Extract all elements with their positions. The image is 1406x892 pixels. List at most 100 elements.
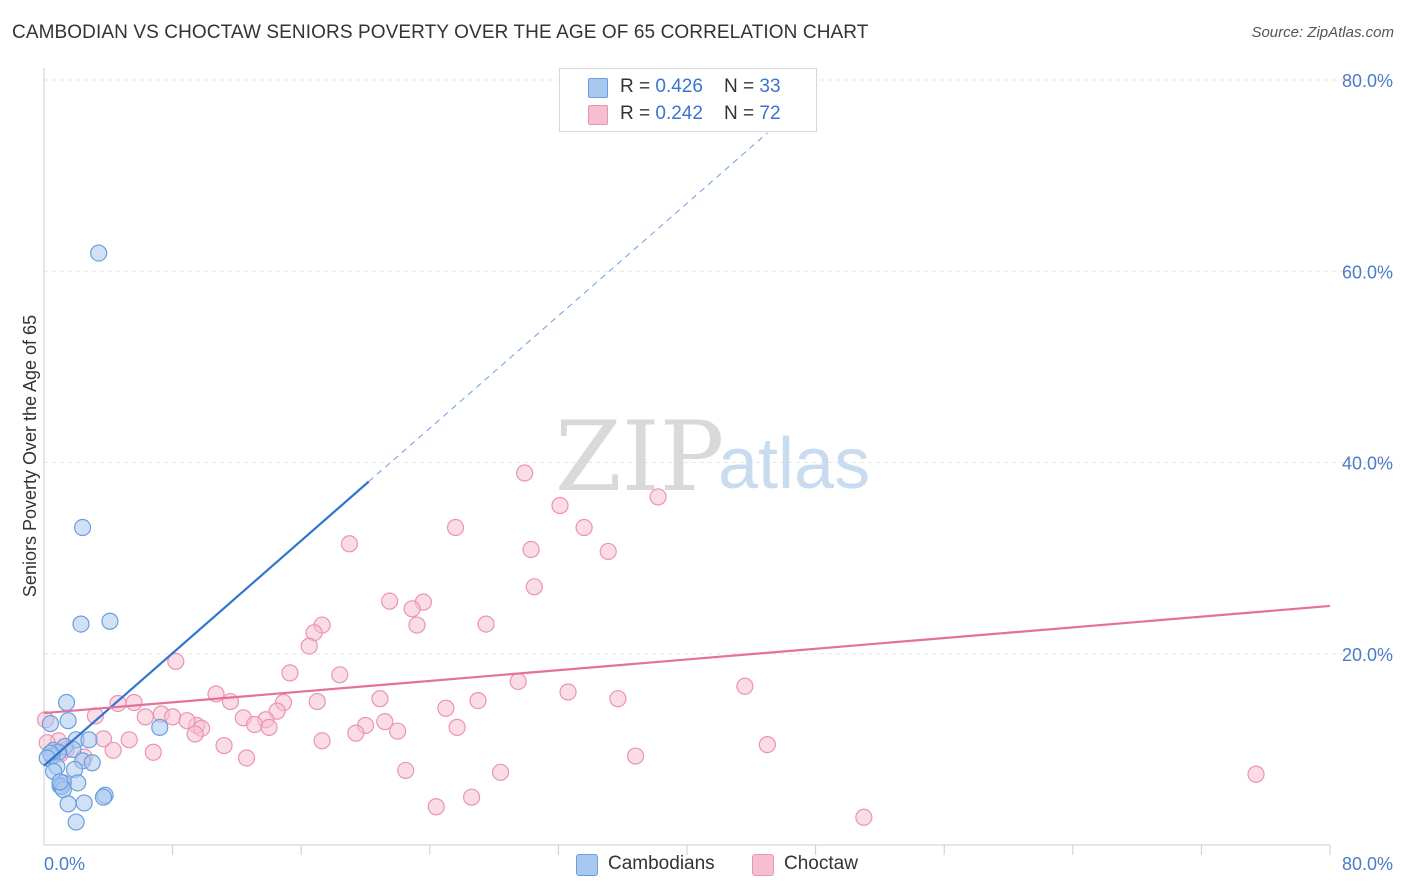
choctaw-point: [736, 677, 754, 695]
cambodian-point: [83, 754, 101, 772]
choctaw-point: [300, 637, 318, 655]
cambodian-point: [90, 244, 108, 262]
cambodian-point: [59, 712, 77, 730]
choctaw-point: [389, 722, 407, 740]
choctaw-point: [104, 741, 122, 759]
choctaw-point: [136, 708, 154, 726]
watermark-atlas: atlas: [718, 424, 870, 504]
legend-swatch-cambodians: [588, 78, 608, 98]
choctaw-point: [469, 692, 487, 710]
choctaw-point: [427, 798, 445, 816]
grid-layer: [44, 79, 1390, 655]
choctaw-point: [281, 664, 299, 682]
choctaw-point: [649, 488, 667, 506]
choctaw-point: [403, 600, 421, 618]
choctaw-point: [516, 464, 534, 482]
choctaw-point: [551, 496, 569, 515]
cambodian-point: [69, 774, 87, 792]
cambodian-point: [75, 794, 93, 812]
watermark: ZIP atlas: [555, 401, 870, 513]
choctaw-point: [371, 690, 389, 708]
choctaw-point: [599, 542, 617, 561]
chart-title: CAMBODIAN VS CHOCTAW SENIORS POVERTY OVE…: [12, 22, 869, 43]
legend-r-label: R =: [620, 76, 656, 97]
choctaw-point: [245, 715, 264, 734]
legend-r-value-choctaw: 0.242: [655, 103, 703, 124]
legend-r-value-cambodians: 0.426: [655, 76, 703, 97]
cambodian-point: [72, 615, 90, 633]
choctaw-point: [109, 694, 127, 713]
x-tick-label-start: 0.0%: [44, 854, 85, 874]
choctaw-point: [408, 616, 426, 634]
choctaw-point: [758, 735, 776, 754]
cambodian-point: [94, 788, 113, 806]
choctaw-point: [313, 732, 331, 750]
legend-box: R = 0.426 N = 33 R = 0.242 N = 72: [559, 68, 817, 132]
choctaw-point: [125, 693, 143, 712]
ticks-layer: 20.0% 40.0% 60.0% 80.0% 0.0% 80.0%: [44, 71, 1393, 874]
legend-n-value-cambodians: 33: [759, 76, 781, 97]
choctaw-point: [237, 749, 256, 767]
cambodian-point: [41, 714, 60, 733]
choctaw-point: [331, 666, 349, 684]
choctaw-point: [559, 683, 577, 701]
choctaw-point: [340, 535, 359, 553]
choctaw-point: [164, 708, 182, 726]
choctaw-point: [186, 725, 204, 743]
choctaw-point: [522, 540, 540, 559]
choctaw-point: [575, 518, 593, 537]
choctaw-point: [120, 731, 138, 749]
choctaw-point: [1247, 765, 1265, 783]
choctaw-point: [381, 592, 399, 610]
legend-n-value-choctaw: 72: [759, 103, 781, 124]
choctaw-point: [260, 718, 278, 736]
cambodian-point: [101, 612, 119, 630]
legend-r-label: R =: [620, 103, 656, 124]
watermark-zip: ZIP: [555, 401, 724, 513]
choctaw-point: [178, 712, 196, 730]
choctaw-point: [477, 615, 495, 633]
choctaw-point: [462, 788, 481, 806]
choctaw-point: [215, 736, 233, 755]
y-axis-title: Seniors Poverty Over the Age of 65: [20, 315, 40, 597]
cambodians-trend-line: [43, 480, 370, 767]
choctaw-point: [609, 690, 627, 708]
cambodian-point: [59, 795, 77, 813]
legend-n-label: N =: [724, 103, 760, 124]
choctaw-point: [446, 518, 465, 537]
cambodian-point: [51, 773, 69, 791]
choctaw-point: [308, 692, 326, 711]
x-tick-label-end: 80.0%: [1342, 854, 1393, 874]
y-tick-label: 80.0%: [1342, 71, 1393, 91]
choctaw-point: [626, 747, 645, 765]
y-tick-label: 20.0%: [1342, 645, 1393, 665]
choctaw-point: [509, 672, 527, 691]
choctaw-trend-line: [43, 604, 1331, 715]
cambodian-point: [80, 731, 98, 749]
cambodian-point: [151, 718, 169, 736]
y-tick-label: 40.0%: [1342, 454, 1393, 474]
source-label: Source: ZipAtlas.com: [1251, 24, 1394, 41]
cambodian-point: [73, 518, 92, 537]
choctaw-point: [855, 808, 873, 826]
cambodians-trend-extension: [368, 132, 768, 483]
choctaw-point: [437, 699, 455, 717]
choctaw-point: [397, 761, 415, 780]
choctaw-point: [347, 724, 365, 742]
bottom-legend-label-cambodians: Cambodians: [608, 853, 715, 874]
cambodian-point: [67, 813, 85, 831]
choctaw-point: [167, 652, 185, 671]
trend-lines: [43, 132, 1331, 767]
choctaw-point: [491, 763, 510, 781]
choctaw-point: [448, 718, 466, 736]
legend-swatch-choctaw: [588, 105, 608, 125]
choctaw-point: [525, 578, 543, 596]
choctaw-point: [376, 713, 394, 731]
choctaw-point: [144, 743, 162, 761]
bottom-legend-swatch-choctaw: [752, 854, 774, 876]
y-tick-label: 60.0%: [1342, 262, 1393, 282]
bottom-legend-label-choctaw: Choctaw: [784, 853, 858, 874]
choctaw-points: [37, 464, 1265, 826]
